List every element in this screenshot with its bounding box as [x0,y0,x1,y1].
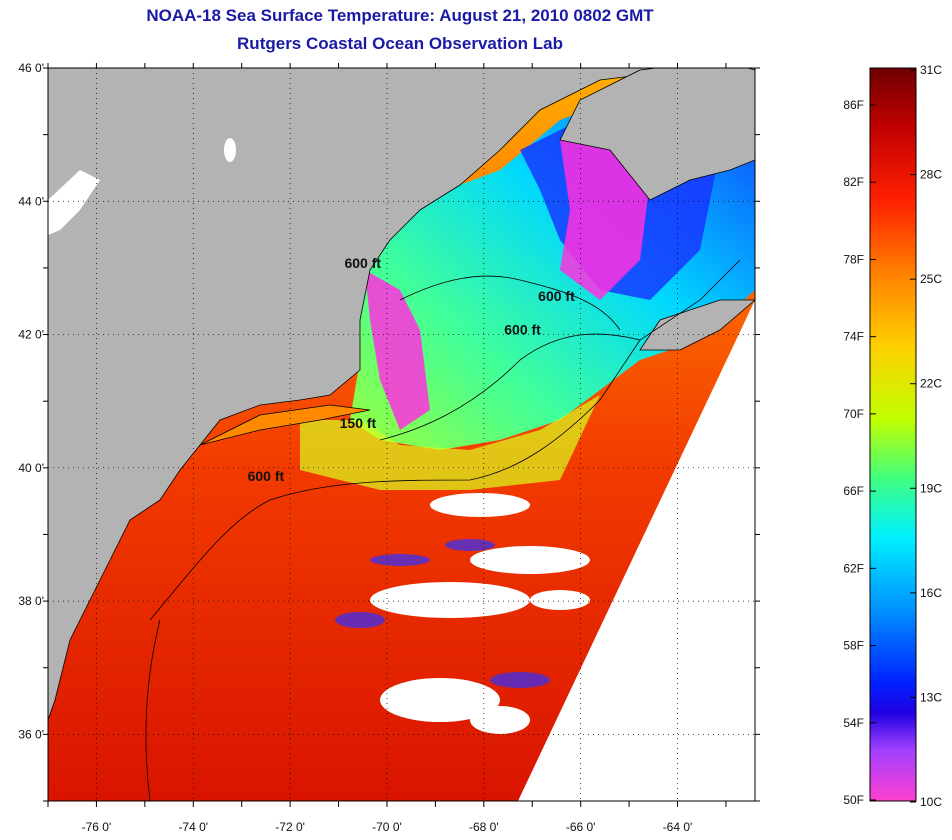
lon-tick-label: -72 0' [275,820,305,834]
colorbar-c-label: 25C [920,272,942,286]
colorbar [869,67,917,802]
ocean-magenta-cape [365,270,430,430]
lat-tick-label: 38 0' [18,594,44,608]
lat-tick-label: 36 0' [18,727,44,741]
map-title: NOAA-18 Sea Surface Temperature: August … [146,6,654,25]
inland-water [48,138,236,235]
colorbar-c-label: 22C [920,377,942,391]
land-nova-scotia-tip [639,299,755,351]
lon-tick-label: -64 0' [663,820,693,834]
axis-labels: 46 0' 44 0' 42 0' 40 0' 38 0' 36 0' -76 0' -74 … [18,61,760,834]
colorbar-celsius-labels: 31C 28C 25C 22C 19C 16C 13C 10C [910,63,942,809]
lat-tick-label: 46 0' [18,61,44,75]
colorbar-c-label: 19C [920,481,942,495]
depth-label: 600 ft [344,255,381,271]
colorbar-c-label: 10C [920,795,942,809]
cloud-edge-cold [335,539,550,688]
lat-tick-label: 40 0' [18,461,44,475]
ocean-yellow-band [300,395,600,490]
colorbar-c-label: 31C [920,63,942,77]
colorbar-f-label: 54F [843,716,864,730]
depth-contours [145,259,741,801]
land-nova-scotia [559,68,755,201]
lon-tick-label: -68 0' [469,820,499,834]
colorbar-c-label: 28C [920,168,942,182]
cloud-patches [370,493,590,734]
lon-tick-label: -66 0' [566,820,596,834]
map-frame [47,67,756,802]
colorbar-f-label: 50F [843,793,864,807]
lat-tick-label: 44 0' [18,194,44,208]
colorbar-f-label: 58F [843,639,864,653]
colorbar-f-label: 86F [843,98,864,112]
depth-label: 600 ft [504,322,541,338]
depth-label: 150 ft [340,415,377,431]
depth-label: 600 ft [538,288,575,304]
map-imagery [48,68,755,801]
colorbar-f-label: 66F [843,484,864,498]
map-subtitle: Rutgers Coastal Ocean Observation Lab [237,34,563,53]
colorbar-f-label: 74F [843,330,864,344]
colorbar-f-label: 62F [843,561,864,575]
land-long-island [199,404,371,446]
colorbar-f-label: 82F [843,175,864,189]
no-data-area [518,300,755,801]
colorbar-fahrenheit-labels: 86F 82F 78F 74F 70F 66F 62F 58F 54F 50F [843,98,876,807]
depth-label: 600 ft [248,468,285,484]
colorbar-f-label: 70F [843,407,864,421]
lon-tick-label: -70 0' [372,820,402,834]
colorbar-c-label: 13C [920,690,942,704]
lon-tick-label: -76 0' [82,820,112,834]
depth-labels: 600 ft 600 ft 600 ft 150 ft 600 ft [248,255,575,484]
colorbar-f-label: 78F [843,252,864,266]
graticule [48,67,755,801]
colorbar-c-label: 16C [920,586,942,600]
lat-tick-label: 42 0' [18,328,44,342]
lon-tick-label: -74 0' [178,820,208,834]
